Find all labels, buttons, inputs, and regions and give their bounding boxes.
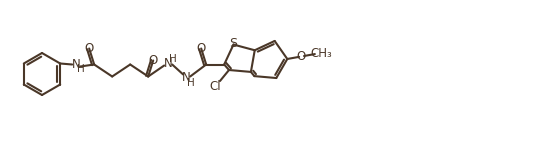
- Text: N: N: [182, 71, 191, 84]
- Text: H: H: [169, 53, 177, 63]
- Text: N: N: [72, 58, 80, 71]
- Text: H: H: [187, 77, 195, 87]
- Text: N: N: [164, 57, 173, 70]
- Text: O: O: [197, 42, 206, 55]
- Text: H: H: [77, 63, 85, 73]
- Text: CH₃: CH₃: [310, 47, 332, 59]
- Text: O: O: [85, 42, 94, 55]
- Text: S: S: [229, 37, 237, 50]
- Text: Cl: Cl: [209, 79, 221, 93]
- Text: O: O: [148, 54, 158, 67]
- Text: O: O: [296, 50, 306, 63]
